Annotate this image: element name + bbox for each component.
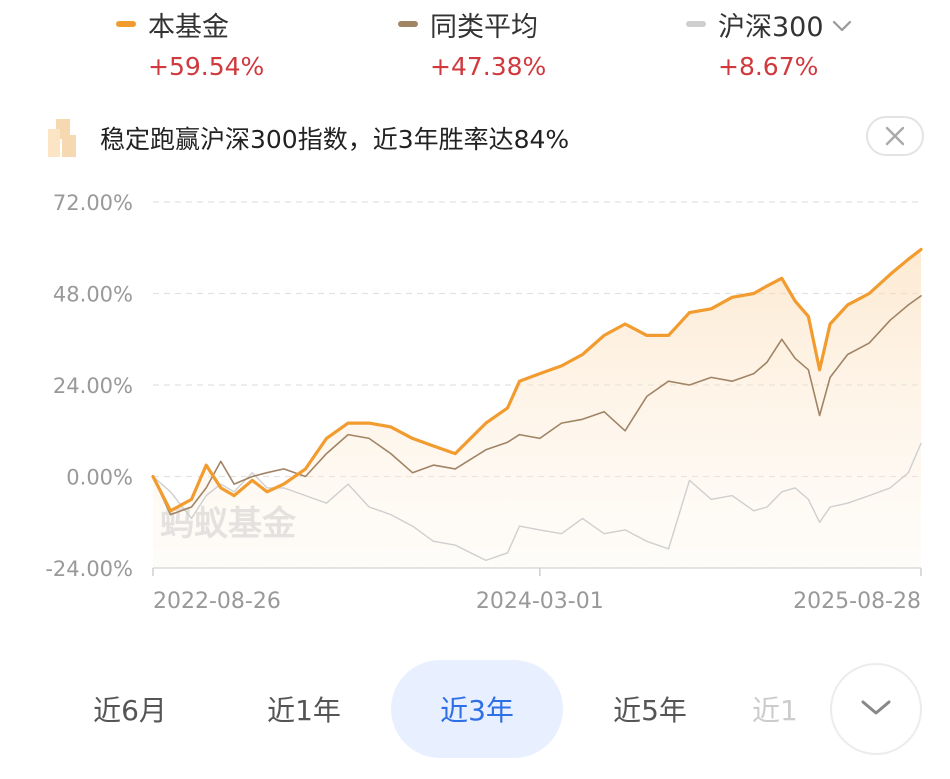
legend-swatch-fund: [116, 21, 136, 27]
expand-ranges-button[interactable]: [830, 663, 922, 755]
series-line-benchmark: [152, 442, 922, 562]
legend-value-fund: +59.54%: [148, 52, 265, 81]
y-tick-label: 48.00%: [53, 283, 133, 307]
tab-1-year[interactable]: 近1年: [267, 694, 341, 727]
y-tick-label: 0.00%: [66, 466, 133, 490]
x-tick-label: 2024-03-01: [476, 589, 604, 614]
legend-item-peer-average: 同类平均 +47.38%: [398, 6, 546, 81]
x-tick-label: 2022-08-26: [153, 589, 281, 614]
y-tick-label: 72.00%: [53, 191, 133, 215]
promo-banner: 稳定跑赢沪深300指数，近3年胜率达84%: [46, 112, 926, 164]
chevron-down-icon[interactable]: [832, 9, 852, 40]
time-range-tabs: 近6月 近1年 近3年 近5年 近1: [0, 660, 950, 760]
legend-value-benchmark: +8.67%: [718, 52, 819, 81]
close-icon[interactable]: [866, 116, 924, 156]
legend-item-benchmark[interactable]: 沪深300 +8.67%: [686, 6, 852, 81]
legend: 本基金 +59.54% 同类平均 +47.38% 沪深300 +8.67%: [0, 0, 950, 100]
fund-area: [153, 249, 921, 568]
tab-5-years[interactable]: 近5年: [613, 694, 687, 727]
series-line-fund: [151, 247, 923, 513]
y-tick-label: -24.00%: [45, 557, 133, 581]
legend-swatch-benchmark: [686, 21, 706, 27]
chevron-down-icon[interactable]: [859, 697, 893, 721]
legend-name-fund: 本基金: [148, 11, 229, 43]
tab-more-partial[interactable]: 近1: [752, 694, 798, 727]
tab-3-years[interactable]: 近3年: [391, 660, 563, 758]
legend-item-fund: 本基金 +59.54%: [116, 6, 264, 81]
watermark: 蚂蚁基金: [160, 504, 297, 544]
return-chart: 蚂蚁基金 72.00% 48.00% 24.00% 0.00% -24.00% 2022-…: [45, 191, 923, 614]
trophy-icon: [46, 117, 80, 159]
x-tick-label: 2025-08-28: [793, 589, 921, 614]
legend-name-peer-average: 同类平均: [430, 11, 538, 43]
legend-swatch-peer-average: [398, 21, 418, 27]
series-line-peer-average: [152, 295, 922, 516]
legend-value-peer-average: +47.38%: [430, 52, 547, 81]
tab-6-months[interactable]: 近6月: [93, 694, 167, 727]
banner-text: 稳定跑赢沪深300指数，近3年胜率达84%: [100, 125, 570, 154]
legend-name-benchmark[interactable]: 沪深300: [718, 11, 824, 43]
y-tick-label: 24.00%: [53, 374, 133, 398]
